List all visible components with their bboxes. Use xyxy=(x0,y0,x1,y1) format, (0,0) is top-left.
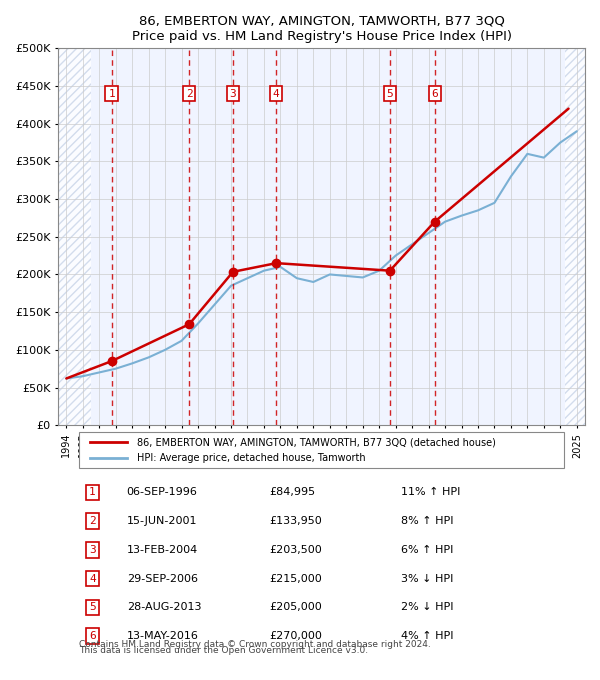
Text: £215,000: £215,000 xyxy=(269,574,322,583)
Text: This data is licensed under the Open Government Licence v3.0.: This data is licensed under the Open Gov… xyxy=(79,647,368,656)
Text: £205,000: £205,000 xyxy=(269,602,322,613)
Text: 2: 2 xyxy=(186,88,193,99)
Text: £203,500: £203,500 xyxy=(269,545,322,555)
Text: 11% ↑ HPI: 11% ↑ HPI xyxy=(401,488,460,497)
FancyBboxPatch shape xyxy=(79,432,564,469)
Text: 5: 5 xyxy=(386,88,393,99)
Text: 6: 6 xyxy=(89,631,96,641)
Text: £270,000: £270,000 xyxy=(269,631,322,641)
Text: 3: 3 xyxy=(89,545,96,555)
Text: 5: 5 xyxy=(89,602,96,613)
Text: 06-SEP-1996: 06-SEP-1996 xyxy=(127,488,197,497)
Text: 1: 1 xyxy=(89,488,96,497)
Text: 29-SEP-2006: 29-SEP-2006 xyxy=(127,574,197,583)
Text: £84,995: £84,995 xyxy=(269,488,315,497)
Text: 6% ↑ HPI: 6% ↑ HPI xyxy=(401,545,453,555)
Text: 28-AUG-2013: 28-AUG-2013 xyxy=(127,602,201,613)
Text: HPI: Average price, detached house, Tamworth: HPI: Average price, detached house, Tamw… xyxy=(137,454,366,463)
Text: 4% ↑ HPI: 4% ↑ HPI xyxy=(401,631,453,641)
Text: 13-FEB-2004: 13-FEB-2004 xyxy=(127,545,198,555)
Text: 1: 1 xyxy=(108,88,115,99)
Text: 3: 3 xyxy=(230,88,236,99)
Text: 13-MAY-2016: 13-MAY-2016 xyxy=(127,631,199,641)
Text: 6: 6 xyxy=(431,88,438,99)
Text: 86, EMBERTON WAY, AMINGTON, TAMWORTH, B77 3QQ (detached house): 86, EMBERTON WAY, AMINGTON, TAMWORTH, B7… xyxy=(137,437,496,447)
Title: 86, EMBERTON WAY, AMINGTON, TAMWORTH, B77 3QQ
Price paid vs. HM Land Registry's : 86, EMBERTON WAY, AMINGTON, TAMWORTH, B7… xyxy=(131,15,512,43)
Text: 4: 4 xyxy=(273,88,280,99)
Text: 3% ↓ HPI: 3% ↓ HPI xyxy=(401,574,453,583)
Text: 8% ↑ HPI: 8% ↑ HPI xyxy=(401,516,453,526)
Text: 2% ↓ HPI: 2% ↓ HPI xyxy=(401,602,453,613)
Text: Contains HM Land Registry data © Crown copyright and database right 2024.: Contains HM Land Registry data © Crown c… xyxy=(79,641,431,649)
Text: 15-JUN-2001: 15-JUN-2001 xyxy=(127,516,197,526)
Text: 4: 4 xyxy=(89,574,96,583)
Text: £133,950: £133,950 xyxy=(269,516,322,526)
Text: 2: 2 xyxy=(89,516,96,526)
